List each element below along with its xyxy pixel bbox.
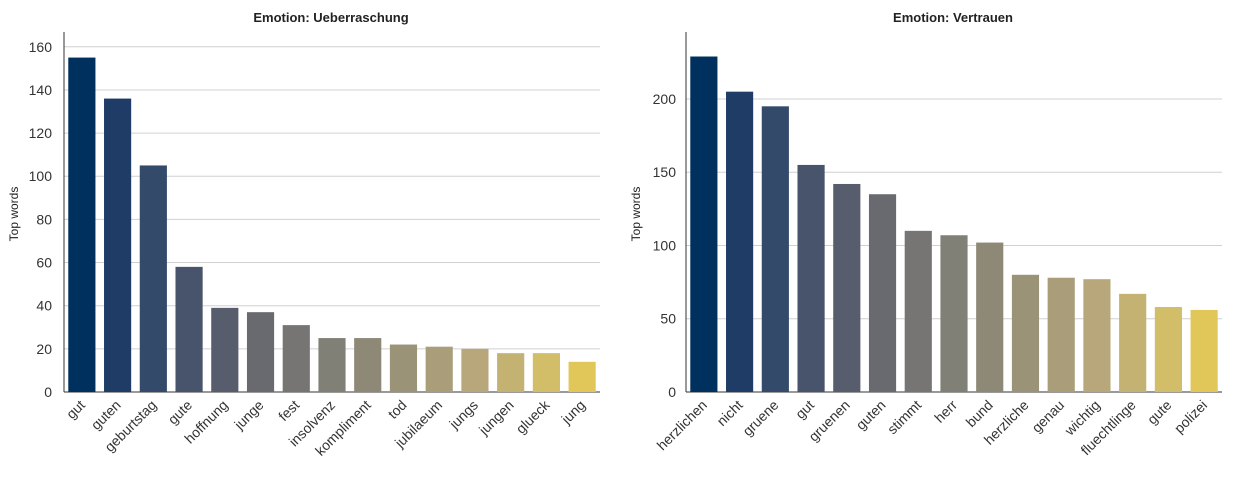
bar <box>318 338 346 392</box>
x-tick-label: junge <box>230 397 266 433</box>
chart-panel-2: Emotion: Vertrauen Top words 0 50 100 150 200 h… <box>629 10 1222 458</box>
x-tick-label: polizei <box>1171 397 1210 436</box>
bar <box>175 266 203 392</box>
bar <box>761 106 789 392</box>
y-tick-label: 100 <box>653 237 677 253</box>
y-tick-label: 0 <box>668 384 676 400</box>
bar <box>246 312 275 392</box>
y-tick-label: 150 <box>653 164 677 180</box>
bar <box>1083 279 1111 392</box>
chart-title: Emotion: Ueberraschung <box>253 10 408 25</box>
y-tick-label: 80 <box>36 211 52 227</box>
bar <box>497 353 525 392</box>
bar <box>1119 293 1147 392</box>
bar <box>976 242 1004 392</box>
x-tick-label: jungen <box>475 397 517 439</box>
y-tick-label: 100 <box>29 168 53 184</box>
x-tick-label: tod <box>385 397 410 422</box>
bar <box>726 91 754 393</box>
x-tick-label: genau <box>1028 397 1067 436</box>
x-tick-label: gute <box>165 397 196 428</box>
bar <box>797 164 825 392</box>
bar <box>461 348 489 392</box>
y-tick-label: 140 <box>29 82 53 98</box>
chart-panel-1: Emotion: Ueberraschung Top words 0 20 40 60 80… <box>7 10 600 459</box>
bar <box>68 57 96 393</box>
y-tick-label: 0 <box>44 384 52 400</box>
x-tick-label: fest <box>275 397 302 424</box>
x-tick-label: nicht <box>713 397 745 429</box>
bar <box>532 353 560 392</box>
bar <box>282 325 310 392</box>
y-tick-label: 60 <box>36 255 52 271</box>
bar <box>354 338 382 392</box>
x-tick-label: herzlichen <box>654 397 710 453</box>
bar <box>1154 307 1182 392</box>
x-tick-label: gute <box>1144 397 1175 428</box>
x-tick-label: gut <box>792 397 817 422</box>
bar <box>1190 309 1218 392</box>
bar <box>833 183 861 392</box>
y-tick-label: 20 <box>36 341 52 357</box>
bar <box>690 56 718 393</box>
bar <box>1047 277 1075 392</box>
bar <box>904 230 932 392</box>
x-tick-label: herr <box>931 397 960 426</box>
y-tick-label: 160 <box>29 39 53 55</box>
bar <box>389 344 418 392</box>
x-tick-label: guten <box>853 397 889 433</box>
bar <box>139 165 167 392</box>
x-tick-label: jung <box>558 397 589 428</box>
x-tick-label: stimmt <box>884 397 925 438</box>
chart-title: Emotion: Vertrauen <box>893 10 1013 25</box>
y-tick-label: 40 <box>36 298 52 314</box>
y-axis-label: Top words <box>629 187 643 242</box>
y-tick-label: 50 <box>660 311 676 327</box>
bar <box>868 194 897 392</box>
y-axis-label: Top words <box>7 187 21 242</box>
bar <box>425 346 453 392</box>
x-tick-label: gruene <box>739 397 781 439</box>
x-tick-label: glueck <box>513 396 554 437</box>
x-tick-label: gut <box>63 397 88 422</box>
bar <box>568 361 596 392</box>
y-tick-label: 120 <box>29 125 53 141</box>
y-tick-label: 200 <box>653 91 677 107</box>
bar <box>211 307 239 392</box>
bar <box>1011 274 1040 392</box>
bar <box>104 98 132 392</box>
bar <box>940 235 968 392</box>
